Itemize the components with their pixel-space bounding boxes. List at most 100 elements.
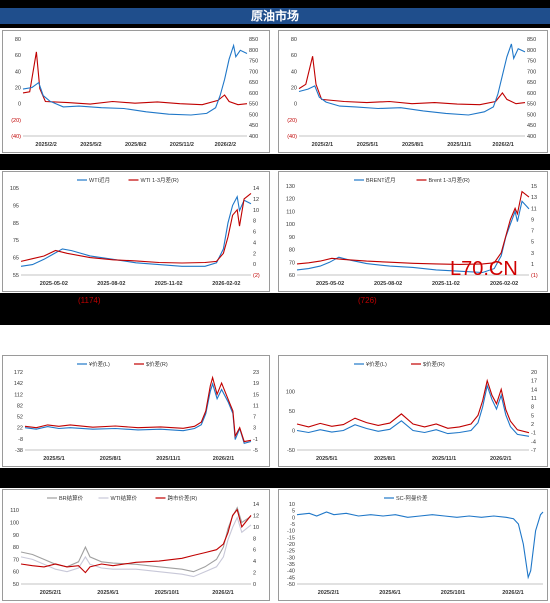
x-tick-label: 2025/5/2 — [80, 142, 101, 148]
separator-band — [0, 154, 550, 170]
y-right-tick-label: 10 — [253, 525, 259, 531]
legend-label: ¥价差(L) — [366, 360, 387, 368]
x-tick-label: 2025/2/1 — [40, 590, 61, 596]
chart-panel: 10 5 0 -5 -10 -15 -20 -25 -30 -35 -40 -45 -50 2025/2/… — [278, 489, 548, 601]
y-left-tick-label: 52 — [17, 415, 23, 421]
y-right-tick-label: 11 — [253, 403, 259, 409]
x-tick-label: 2025/11/2 — [170, 142, 194, 148]
chart-svg: 80 60 40 20 0 (20) (40) 850 800 750 700 650 600 550 50… — [11, 37, 258, 148]
chart-svg: 172 142 112 82 52 22 -8 -38 23 19 15 11 7 3 -1 -5 2025/5… — [14, 360, 259, 462]
x-tick-label: 2026/2/1 — [213, 456, 234, 462]
series-line — [22, 43, 248, 116]
y-right-tick-label: 0 — [253, 582, 256, 588]
y-left-tick-label: 80 — [13, 545, 19, 551]
chart-panel: 80 60 40 20 0 (20) (40) 850 800 750 700 650 600 550 50… — [278, 30, 548, 153]
x-tick-label: 2026/2/1 — [502, 590, 523, 596]
y-right-tick-label: 600 — [249, 91, 258, 97]
x-tick-label: 2025-05-02 — [40, 281, 68, 287]
y-left-tick-label: 75 — [13, 238, 19, 244]
y-right-tick-label: 5 — [531, 240, 534, 246]
y-right-tick-label: 500 — [527, 112, 536, 118]
x-tick-label: 2025-11-02 — [432, 281, 460, 287]
x-tick-label: 2026-02-02 — [490, 281, 518, 287]
y-left-tick-label: 112 — [14, 392, 23, 398]
y-right-tick-label: 11 — [531, 206, 537, 212]
x-tick-label: 2025-05-02 — [316, 281, 344, 287]
chart-panel: 130 120 110 100 90 80 70 60 15 13 11 9 7 5 3 1 (1) 2025-0… — [278, 171, 548, 292]
y-left-tick-label: -50 — [287, 582, 295, 588]
y-left-tick-label: 100 — [10, 520, 19, 526]
y-left-tick-label: 20 — [15, 86, 21, 92]
y-left-tick-label: 172 — [14, 370, 23, 376]
separator-band — [0, 293, 550, 325]
x-tick-label: 2025/5/1 — [316, 456, 337, 462]
y-right-tick-label: 10 — [253, 208, 259, 214]
y-left-tick-label: 110 — [10, 508, 19, 514]
y-left-tick-label: 0 — [292, 429, 295, 435]
legend-label: 跨市价差(R) — [168, 494, 198, 502]
x-tick-label: 2025/6/1 — [97, 590, 118, 596]
chart-panel: 80 60 40 20 0 (20) (40) 850 800 750 700 650 600 550 50… — [2, 30, 270, 153]
legend-label: Brent 1-3月差(R) — [429, 176, 470, 184]
x-tick-label: 2026/2/2 — [215, 142, 236, 148]
y-left-tick-label: 80 — [289, 248, 295, 254]
y-left-tick-label: 40 — [15, 69, 21, 75]
y-left-tick-label: -30 — [287, 555, 295, 561]
y-right-tick-label: 3 — [253, 426, 256, 432]
y-left-tick-label: -8 — [18, 437, 23, 443]
y-left-tick-label: -15 — [287, 535, 295, 541]
y-right-tick-label: 15 — [253, 392, 259, 398]
y-left-tick-label: 80 — [291, 37, 297, 43]
series-line — [20, 192, 252, 264]
y-left-tick-label: 120 — [286, 197, 295, 203]
y-left-tick-label: -25 — [287, 549, 295, 555]
y-right-tick-label: 700 — [249, 69, 258, 75]
y-left-tick-label: 85 — [13, 221, 19, 227]
y-left-tick-label: 100 — [286, 222, 295, 228]
series-line — [298, 56, 526, 106]
y-left-tick-label: 100 — [286, 390, 295, 396]
series-line — [22, 51, 248, 106]
y-right-tick-label: 8 — [253, 219, 256, 225]
x-tick-label: 2025/6/1 — [379, 590, 400, 596]
y-right-tick-label: 8 — [253, 536, 256, 542]
x-tick-label: 2026/2/1 — [490, 456, 511, 462]
band-note: (1174) — [78, 296, 101, 305]
band-note: (726) — [358, 296, 377, 305]
y-right-tick-label: 400 — [527, 134, 536, 140]
y-right-tick-label: 15 — [531, 184, 537, 190]
y-left-tick-label: 0 — [292, 515, 295, 521]
y-right-tick-label: -1 — [531, 431, 536, 437]
series-line — [298, 43, 526, 116]
x-tick-label: 2025/10/1 — [155, 590, 179, 596]
legend-label: BRENT近月 — [366, 176, 396, 184]
y-left-tick-label: 60 — [15, 53, 21, 59]
x-tick-label: 2025-08-02 — [97, 281, 125, 287]
y-right-tick-label: -4 — [531, 439, 536, 445]
x-tick-label: 2025/11/1 — [156, 456, 180, 462]
y-left-tick-label: 142 — [14, 381, 23, 387]
page-title: 原油市场 — [0, 8, 550, 24]
x-tick-label: 2025/8/1 — [402, 142, 423, 148]
chart-svg: 110 100 90 80 70 60 50 14 12 10 8 6 4 2 0 2025/2/1 2025/… — [10, 494, 259, 596]
series-line — [296, 511, 544, 580]
y-left-tick-label: 65 — [13, 256, 19, 262]
y-right-tick-label: -5 — [253, 448, 258, 454]
y-right-tick-label: 1 — [531, 262, 534, 268]
y-left-tick-label: 90 — [289, 235, 295, 241]
y-right-tick-label: 550 — [249, 102, 258, 108]
legend-label: WTI 1-3月差(R) — [141, 176, 179, 184]
title-bar: 原油市场 — [0, 0, 550, 28]
y-left-tick-label: 90 — [13, 533, 19, 539]
x-tick-label: 2026/2/1 — [492, 142, 513, 148]
y-right-tick-label: 6 — [253, 548, 256, 554]
y-left-tick-label: -40 — [287, 569, 295, 575]
y-left-tick-label: 80 — [15, 37, 21, 43]
y-right-tick-label: 14 — [253, 186, 259, 192]
y-left-tick-label: 22 — [17, 426, 23, 432]
y-left-tick-label: -20 — [287, 542, 295, 548]
y-left-tick-label: 50 — [289, 409, 295, 415]
x-tick-label: 2025-08-02 — [374, 281, 402, 287]
y-left-tick-label: -5 — [290, 522, 295, 528]
y-left-tick-label: (20) — [11, 118, 21, 124]
